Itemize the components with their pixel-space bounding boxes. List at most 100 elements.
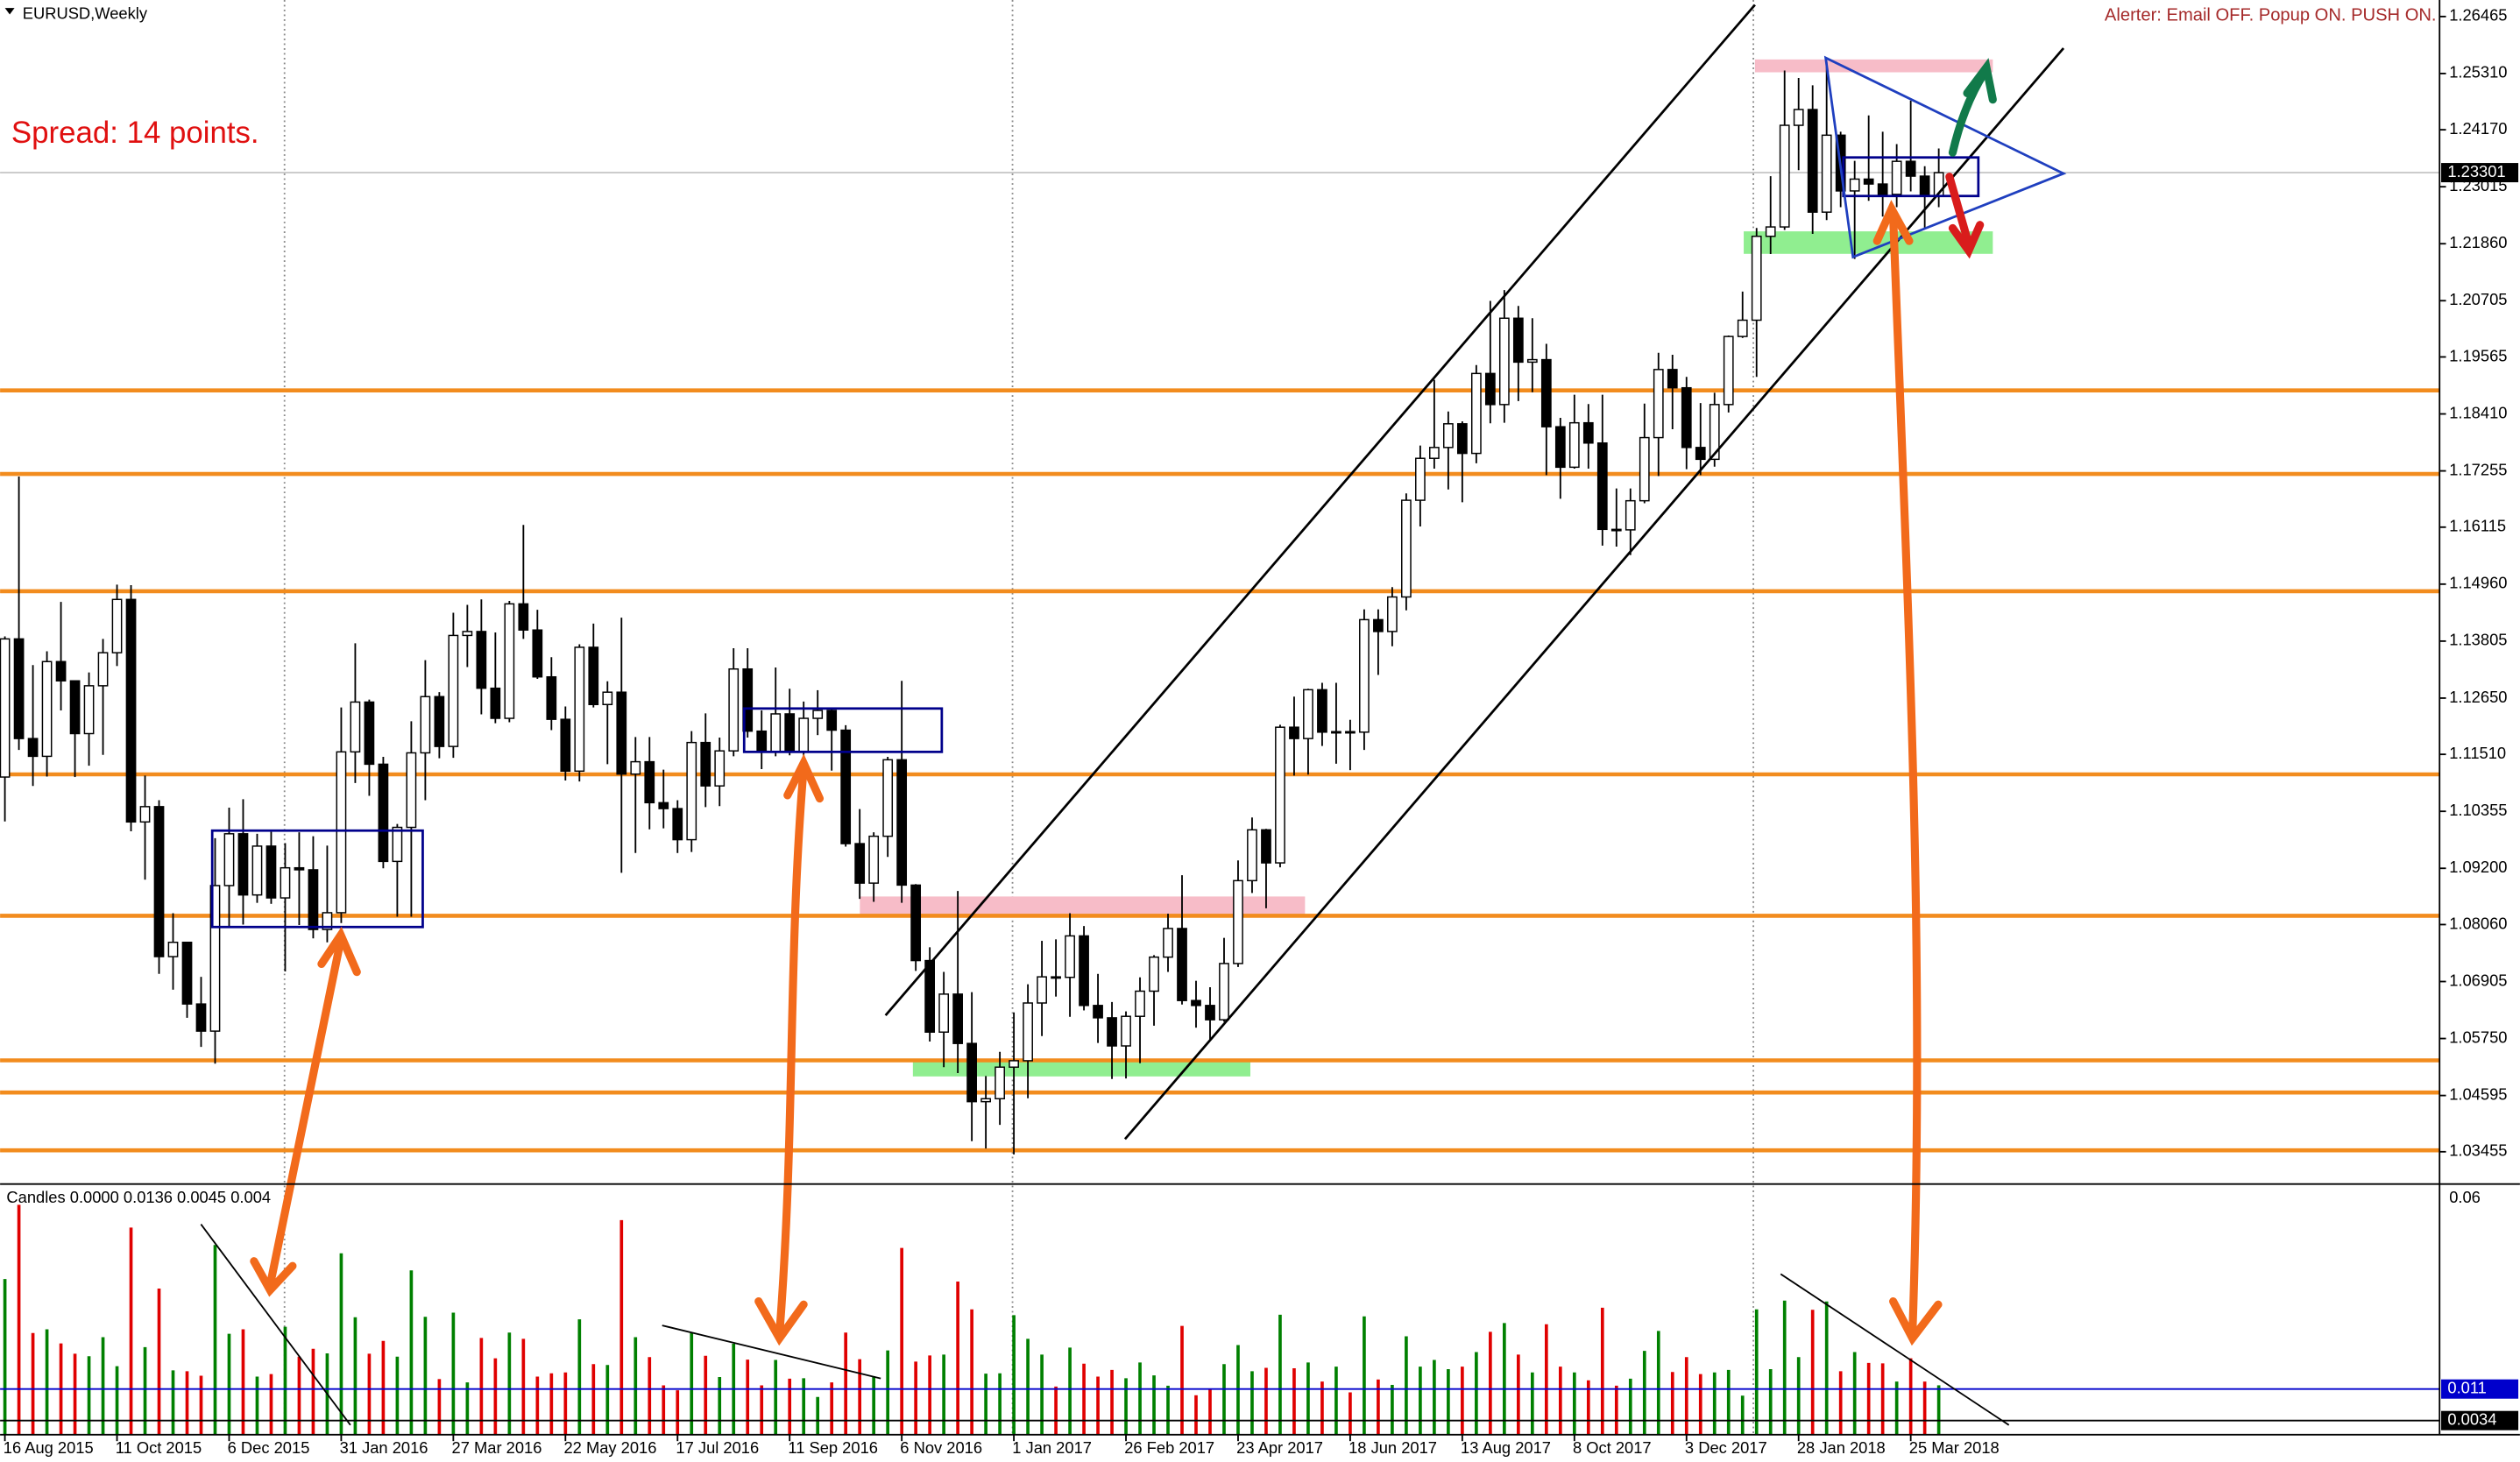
arrow <box>1889 213 1922 1338</box>
candle-body <box>742 667 754 732</box>
x-tick-label: 8 Oct 2017 <box>1573 1438 1652 1457</box>
levels <box>0 388 2440 1153</box>
arrow-head <box>317 926 361 977</box>
candle-body <box>1681 386 1692 448</box>
last-price-box <box>2441 163 2519 183</box>
plot <box>0 61 2440 1435</box>
candle-body <box>1498 317 1510 406</box>
candle-body <box>1345 731 1356 734</box>
trend-line <box>200 1224 351 1426</box>
candle-body <box>364 701 375 766</box>
candle-body <box>532 629 543 678</box>
candle-body <box>0 638 11 778</box>
y-tick-label: 1.18410 <box>2449 403 2507 421</box>
candle-body <box>518 603 529 631</box>
candle-body <box>1905 160 1916 177</box>
candle-body <box>1359 618 1370 733</box>
candle-body <box>938 993 949 1033</box>
candle-body <box>1849 178 1860 192</box>
chart-title: EURUSD,Weekly <box>23 4 148 22</box>
candle-body <box>1891 160 1902 195</box>
candle-body <box>83 685 95 735</box>
candle-body <box>448 634 459 747</box>
candle-body <box>1639 436 1650 502</box>
candle-body <box>322 912 333 930</box>
y-tick-label: 1.03455 <box>2449 1141 2507 1160</box>
menu-icon <box>4 8 15 15</box>
candle-body <box>574 646 585 773</box>
x-tick-label: 11 Sep 2016 <box>788 1438 878 1457</box>
candle-body <box>1765 226 1776 237</box>
y-tick-label: 1.21860 <box>2449 233 2507 251</box>
indicator-level-box <box>2441 1379 2519 1399</box>
y-tick-label: 1.06905 <box>2449 971 2507 989</box>
y-tick-label: 1.25310 <box>2449 63 2507 81</box>
candle-body <box>308 869 319 930</box>
candle-body <box>1331 731 1341 734</box>
candle-body <box>1443 423 1454 448</box>
candle-body <box>1289 726 1299 739</box>
candle-body <box>1121 1015 1131 1047</box>
candle-body <box>714 750 726 787</box>
support-zone <box>912 1060 1250 1077</box>
y-tick-label: 1.13805 <box>2449 631 2507 649</box>
last-price-label: 1.23301 <box>2447 162 2505 180</box>
candle-body <box>420 696 431 754</box>
range-box <box>210 829 424 929</box>
resistance-zone <box>1754 59 1993 73</box>
x-tick-label: 1 Jan 2017 <box>1012 1438 1092 1457</box>
candle-body <box>195 1003 207 1032</box>
y-tick-label: 1.05750 <box>2449 1028 2507 1046</box>
y-tick-label: 1.12650 <box>2449 688 2507 706</box>
candle-body <box>1247 829 1257 882</box>
candle-body <box>616 691 627 775</box>
arrow-head <box>754 1297 808 1346</box>
arrow <box>265 936 345 1289</box>
candle-body <box>1512 317 1524 364</box>
resistance-zone <box>860 896 1306 916</box>
candle-body <box>280 866 291 899</box>
candle-body <box>1793 109 1804 126</box>
candle-body <box>111 598 123 653</box>
y-tick-label: 1.19565 <box>2449 346 2507 364</box>
candle-body <box>1303 689 1313 739</box>
x-tick-label: 11 Oct 2015 <box>116 1438 202 1457</box>
trend-line <box>662 1324 881 1380</box>
candle-body <box>1107 1017 1117 1047</box>
candle-body <box>1709 404 1720 461</box>
drawings <box>200 4 2067 1426</box>
candle-body <box>798 717 810 753</box>
candle-body <box>251 845 263 896</box>
indicator-tick-label: 0.06 <box>2449 1188 2481 1206</box>
candle-body <box>840 729 852 844</box>
candle-body <box>644 760 655 804</box>
arrow <box>775 764 808 1338</box>
y-tick-label: 1.09200 <box>2449 858 2507 876</box>
y-tick-label: 1.16115 <box>2449 517 2506 535</box>
arrow-head <box>1963 58 1997 104</box>
candle-body <box>336 751 347 914</box>
indicator-level-box <box>2441 1410 2519 1430</box>
candle-body <box>1275 726 1285 864</box>
x-tick-label: 23 Apr 2017 <box>1236 1438 1323 1457</box>
candle-body <box>812 710 824 719</box>
candle-body <box>1149 956 1159 992</box>
y-tick-label: 1.14960 <box>2449 574 2507 592</box>
spread-text: Spread: 14 points. <box>11 116 259 150</box>
candle-body <box>1526 358 1538 364</box>
alert-status: Alerter: Email OFF. Popup ON. PUSH ON. <box>2105 6 2437 25</box>
candle-body <box>462 631 473 637</box>
candle-body <box>770 713 782 753</box>
candle-body <box>181 941 193 1005</box>
candle-body <box>588 646 599 705</box>
candle-body <box>728 667 740 752</box>
candle-body <box>630 760 641 775</box>
x-tick-label: 31 Jan 2016 <box>340 1438 428 1457</box>
candle-body <box>1582 421 1594 444</box>
candle-body <box>476 631 487 689</box>
x-tick-label: 13 Aug 2017 <box>1461 1438 1551 1457</box>
candle-body <box>1135 990 1145 1017</box>
candle-body <box>1667 369 1678 389</box>
